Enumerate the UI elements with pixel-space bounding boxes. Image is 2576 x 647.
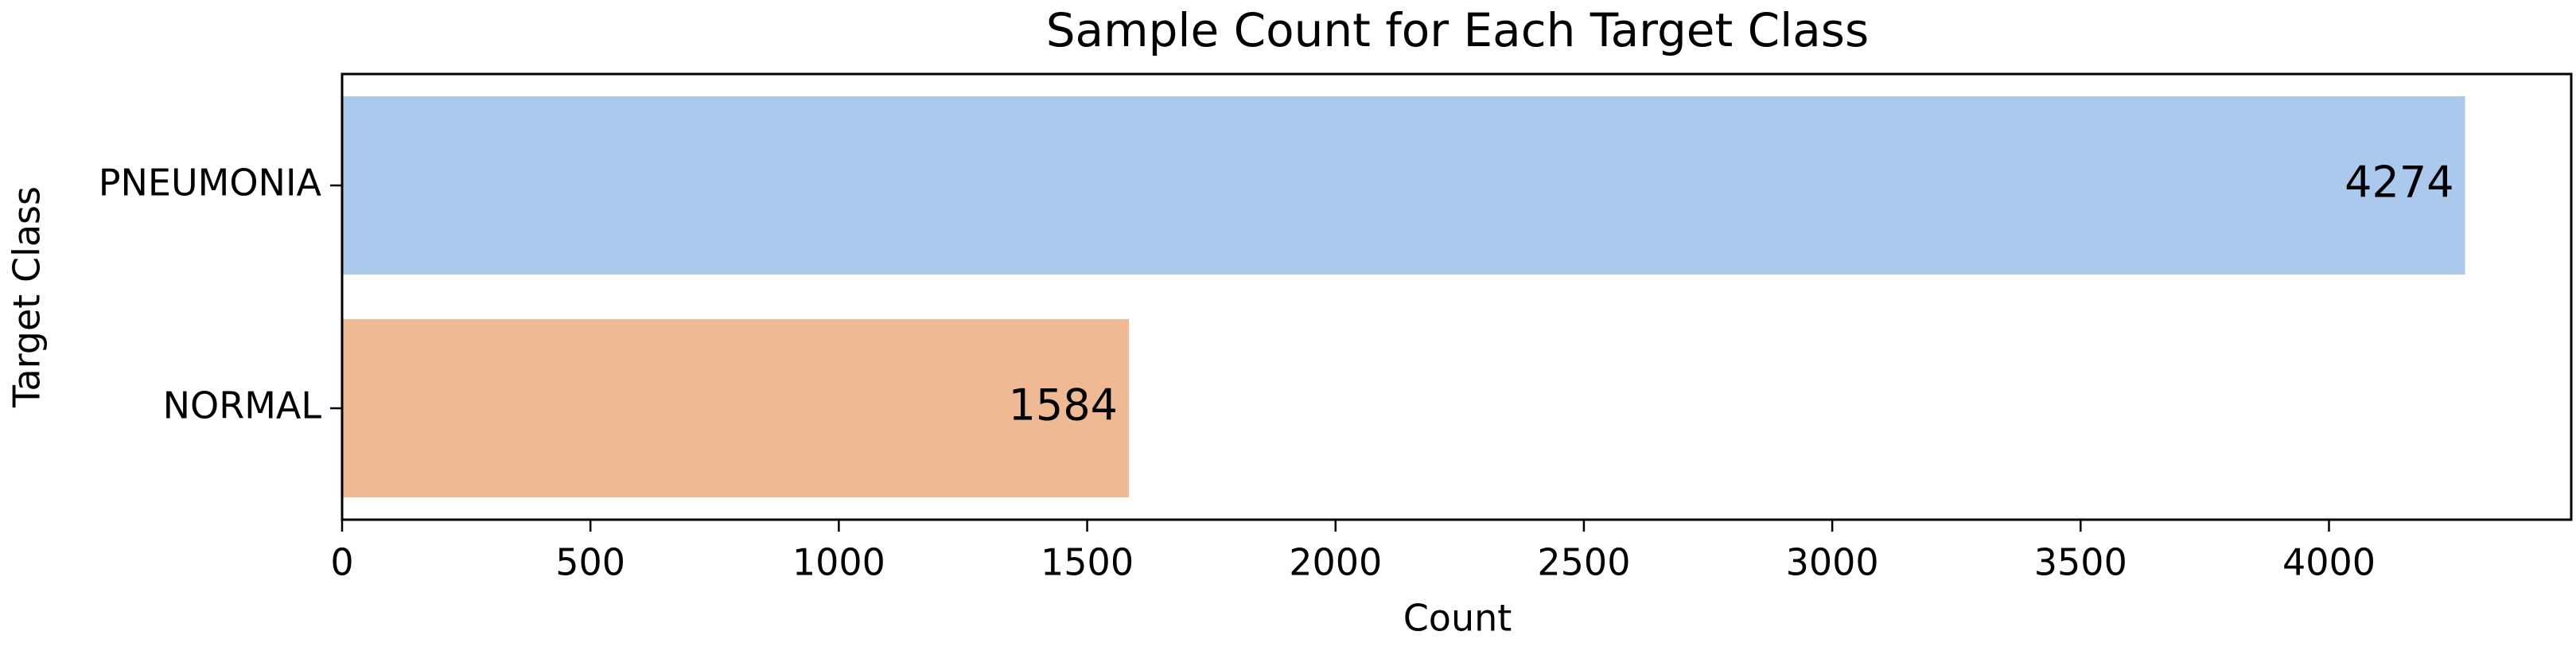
x-tick-label: 500 xyxy=(555,541,625,584)
x-tick-label: 2000 xyxy=(1289,541,1382,584)
chart-title: Sample Count for Each Target Class xyxy=(1046,3,1870,57)
bar xyxy=(342,96,2465,275)
x-tick-label: 3000 xyxy=(1786,541,1879,584)
x-tick-label: 1500 xyxy=(1041,541,1134,584)
value-label: 4274 xyxy=(2344,158,2453,208)
value-label: 1584 xyxy=(1009,380,1118,431)
x-tick-label: 3500 xyxy=(2034,541,2127,584)
x-tick-label: 0 xyxy=(330,541,353,584)
y-axis-label: Target Class xyxy=(6,186,49,408)
bar xyxy=(342,319,1130,497)
y-tick-label: PNEUMONIA xyxy=(99,162,322,205)
y-tick-label: NORMAL xyxy=(163,384,322,427)
x-tick-label: 2500 xyxy=(1537,541,1630,584)
x-axis-label: Count xyxy=(1403,597,1512,640)
x-tick-label: 4000 xyxy=(2282,541,2376,584)
x-tick-label: 1000 xyxy=(792,541,885,584)
plot-frame xyxy=(340,72,2573,521)
